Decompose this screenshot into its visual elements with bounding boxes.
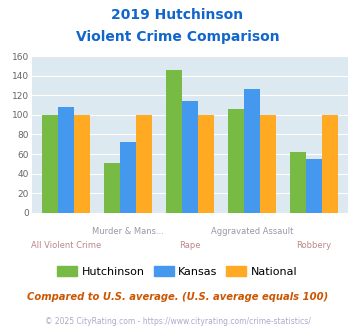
Bar [104, 163, 120, 213]
Bar [244, 89, 260, 213]
Text: Compared to U.S. average. (U.S. average equals 100): Compared to U.S. average. (U.S. average … [27, 292, 328, 302]
Bar [58, 107, 74, 213]
Bar [260, 115, 276, 213]
Legend: Hutchinson, Kansas, National: Hutchinson, Kansas, National [53, 261, 302, 281]
Bar [166, 70, 182, 213]
Bar [182, 101, 198, 213]
Bar [322, 115, 338, 213]
Bar [42, 115, 58, 213]
Text: Rape: Rape [179, 241, 201, 249]
Text: Robbery: Robbery [296, 241, 331, 249]
Text: Aggravated Assault: Aggravated Assault [211, 227, 293, 236]
Bar [74, 115, 90, 213]
Text: 2019 Hutchinson: 2019 Hutchinson [111, 8, 244, 22]
Bar [198, 115, 214, 213]
Bar [228, 109, 244, 213]
Text: All Violent Crime: All Violent Crime [31, 241, 101, 249]
Bar [306, 159, 322, 213]
Text: Murder & Mans...: Murder & Mans... [92, 227, 164, 236]
Text: © 2025 CityRating.com - https://www.cityrating.com/crime-statistics/: © 2025 CityRating.com - https://www.city… [45, 317, 310, 326]
Bar [290, 152, 306, 213]
Bar [136, 115, 152, 213]
Text: Violent Crime Comparison: Violent Crime Comparison [76, 30, 279, 44]
Bar [120, 142, 136, 213]
